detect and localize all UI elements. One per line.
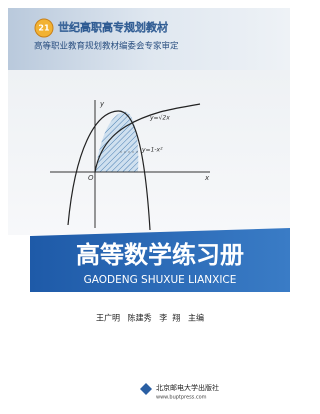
pinyin-title: GAODENG SHUXUE LIANXICE bbox=[84, 274, 237, 286]
publisher-name: 北京邮电大学出版社 bbox=[156, 383, 219, 392]
series-logo: 21 bbox=[38, 24, 50, 33]
x-axis-label: x bbox=[204, 174, 210, 182]
series-name: 世纪高职高专规划教材 bbox=[58, 20, 168, 34]
book-title: 高等数学练习册 bbox=[76, 241, 244, 269]
endorsement: 高等职业教育规划教材编委会专家审定 bbox=[34, 41, 179, 52]
origin-label: O bbox=[88, 174, 94, 182]
page: {"header": {"series_logo": "21", "series… bbox=[0, 0, 290, 414]
book-cover: 21 世纪高职高专规划教材 高等职业教育规划教材编委会专家审定 y x O y=… bbox=[0, 0, 290, 414]
publisher-url: www.buptpress.com bbox=[156, 395, 207, 401]
header-band bbox=[8, 8, 290, 70]
authors: 王广明 陈建秀 李 翔 主编 bbox=[96, 313, 204, 323]
y-axis-label: y bbox=[99, 100, 105, 108]
curve1-label: y=√2x bbox=[149, 115, 170, 122]
curve2-label: y=1-x² bbox=[141, 147, 163, 154]
